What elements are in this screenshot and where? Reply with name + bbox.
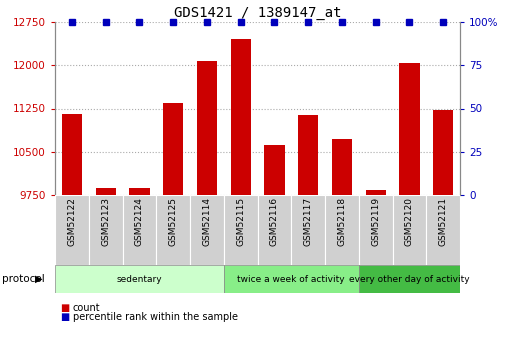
Text: protocol: protocol: [2, 274, 44, 284]
Text: GSM52123: GSM52123: [101, 197, 110, 246]
Bar: [62, 114, 82, 195]
Text: GSM52122: GSM52122: [67, 197, 76, 246]
Bar: [291, 195, 325, 265]
Text: GSM52120: GSM52120: [405, 197, 414, 246]
Text: GSM52119: GSM52119: [371, 197, 380, 246]
Bar: [197, 61, 217, 195]
Bar: [426, 195, 460, 265]
Text: sedentary: sedentary: [116, 275, 162, 284]
Bar: [224, 195, 258, 265]
Bar: [298, 116, 318, 195]
Text: GSM52116: GSM52116: [270, 197, 279, 246]
Bar: [190, 195, 224, 265]
Text: ■: ■: [60, 312, 69, 322]
Bar: [55, 265, 224, 293]
Bar: [129, 187, 149, 195]
Title: GDS1421 / 1389147_at: GDS1421 / 1389147_at: [174, 6, 341, 20]
Text: GSM52121: GSM52121: [439, 197, 448, 246]
Bar: [95, 188, 116, 195]
Bar: [230, 39, 251, 195]
Text: twice a week of activity: twice a week of activity: [238, 275, 345, 284]
Text: GSM52125: GSM52125: [169, 197, 177, 246]
Bar: [264, 145, 285, 195]
Bar: [156, 195, 190, 265]
Text: percentile rank within the sample: percentile rank within the sample: [73, 312, 238, 322]
Text: every other day of activity: every other day of activity: [349, 275, 470, 284]
Text: GSM52114: GSM52114: [202, 197, 211, 246]
Bar: [392, 195, 426, 265]
Bar: [123, 195, 156, 265]
Bar: [359, 265, 460, 293]
Bar: [433, 110, 453, 195]
Bar: [359, 195, 392, 265]
Bar: [365, 190, 386, 195]
Text: GSM52117: GSM52117: [304, 197, 312, 246]
Bar: [325, 195, 359, 265]
Text: ▶: ▶: [35, 274, 43, 284]
Bar: [224, 265, 359, 293]
Bar: [332, 139, 352, 195]
Text: count: count: [73, 303, 101, 313]
Bar: [258, 195, 291, 265]
Bar: [399, 63, 420, 195]
Bar: [89, 195, 123, 265]
Text: GSM52118: GSM52118: [338, 197, 346, 246]
Bar: [163, 103, 183, 195]
Text: ■: ■: [60, 303, 69, 313]
Bar: [55, 195, 89, 265]
Text: GSM52124: GSM52124: [135, 197, 144, 246]
Text: GSM52115: GSM52115: [236, 197, 245, 246]
